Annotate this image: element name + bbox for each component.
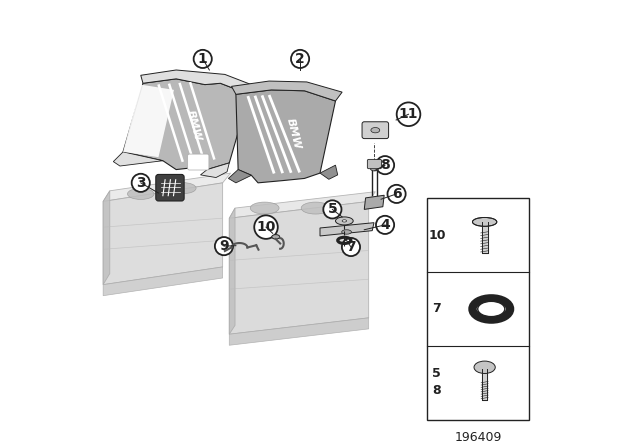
Polygon shape [103,267,223,296]
Ellipse shape [371,167,378,171]
Ellipse shape [342,220,346,222]
Ellipse shape [371,128,380,133]
Text: 10: 10 [428,228,445,241]
Polygon shape [228,169,252,183]
Text: 9: 9 [219,239,228,253]
Text: BMW: BMW [185,108,203,142]
Text: 7: 7 [346,240,356,254]
Ellipse shape [170,183,196,194]
Polygon shape [232,81,342,101]
FancyBboxPatch shape [188,154,209,170]
Polygon shape [123,79,249,169]
Ellipse shape [477,302,505,317]
Text: 7: 7 [433,302,441,315]
FancyBboxPatch shape [156,174,184,201]
Polygon shape [113,152,163,166]
Polygon shape [103,173,230,202]
FancyBboxPatch shape [362,122,388,138]
Polygon shape [320,165,338,179]
Polygon shape [200,163,229,177]
Text: 5: 5 [433,367,441,380]
Text: 196409: 196409 [454,431,502,444]
Ellipse shape [250,202,279,214]
Text: 5: 5 [328,202,337,216]
Polygon shape [229,192,375,218]
Text: 4: 4 [380,218,390,232]
Text: 10: 10 [256,220,276,234]
Polygon shape [103,183,223,284]
Polygon shape [236,90,335,183]
Polygon shape [141,70,256,95]
Ellipse shape [272,235,280,239]
Text: 8: 8 [380,158,390,172]
Text: 2: 2 [295,52,305,66]
FancyBboxPatch shape [427,198,529,420]
Text: 3: 3 [136,176,145,190]
Ellipse shape [301,202,330,214]
Ellipse shape [127,188,154,199]
Polygon shape [229,208,235,334]
Text: 8: 8 [433,384,441,397]
Text: 11: 11 [399,107,419,121]
Polygon shape [123,85,174,157]
Polygon shape [229,202,369,334]
Ellipse shape [472,217,497,226]
Text: BMW: BMW [285,117,302,151]
Ellipse shape [342,230,351,234]
Polygon shape [103,191,110,284]
Ellipse shape [335,217,353,225]
Text: 6: 6 [392,187,401,201]
Ellipse shape [474,361,495,374]
Polygon shape [320,223,374,236]
Polygon shape [364,195,384,209]
Polygon shape [229,318,369,345]
FancyBboxPatch shape [367,159,381,169]
Text: 1: 1 [198,52,207,66]
